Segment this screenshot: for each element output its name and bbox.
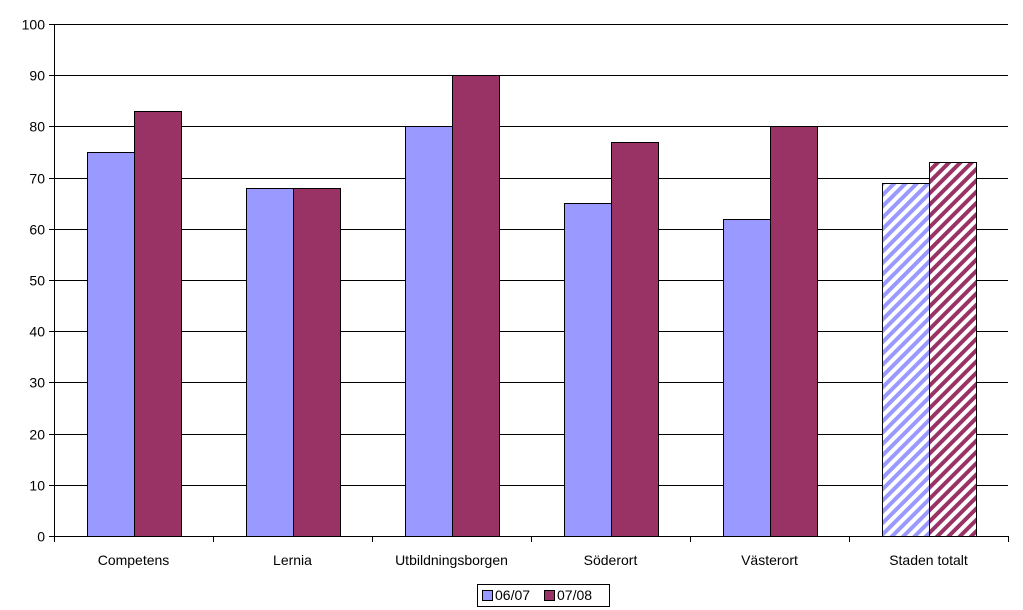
y-tick-label: 90 — [29, 68, 45, 84]
x-category-label: Utbildningsborgen — [395, 552, 508, 568]
bar-06-07-competens — [87, 152, 135, 537]
legend-label: 07/08 — [557, 587, 592, 603]
legend-swatch — [544, 590, 555, 601]
bars — [87, 75, 977, 537]
y-tick-label: 100 — [22, 17, 46, 33]
x-category-label: Söderort — [584, 552, 638, 568]
x-category-label: Competens — [98, 552, 170, 568]
bar-07-08-västerort — [770, 126, 818, 537]
axes — [54, 24, 1009, 542]
y-tick-label: 10 — [29, 478, 45, 494]
y-tick-label: 20 — [29, 427, 45, 443]
bar-06-07-utbildningsborgen — [405, 126, 453, 537]
bar-07-08-lernia — [293, 188, 341, 537]
legend-label: 06/07 — [495, 587, 530, 603]
bar-07-08-competens — [134, 111, 182, 537]
gridlines — [54, 24, 1008, 486]
bar-06-07-staden-totalt — [882, 183, 930, 537]
y-tick-label: 80 — [29, 119, 45, 135]
y-tick-label: 60 — [29, 222, 45, 238]
bar-07-08-staden-totalt — [929, 162, 977, 537]
bar-06-07-västerort — [723, 219, 771, 537]
bar-07-08-söderort — [611, 142, 659, 537]
bar-07-08-utbildningsborgen — [452, 75, 500, 537]
x-category-label: Staden totalt — [889, 552, 968, 568]
x-axis-labels: Competens Lernia Utbildningsborgen Söderort… — [98, 552, 968, 568]
y-tick-label: 0 — [37, 529, 45, 545]
y-axis-ticks: 0 10 20 30 40 50 60 70 80 90 100 — [22, 17, 54, 545]
y-tick-label: 70 — [29, 171, 45, 187]
x-category-label: Västerort — [741, 552, 798, 568]
y-tick-label: 40 — [29, 324, 45, 340]
bar-06-07-söderort — [564, 203, 612, 537]
legend-swatch — [482, 590, 493, 601]
legend: 06/07 07/08 — [477, 584, 610, 607]
y-tick-label: 30 — [29, 375, 45, 391]
bar-06-07-lernia — [246, 188, 294, 537]
y-tick-label: 50 — [29, 273, 45, 289]
legend-box — [477, 584, 610, 607]
x-category-label: Lernia — [273, 552, 312, 568]
